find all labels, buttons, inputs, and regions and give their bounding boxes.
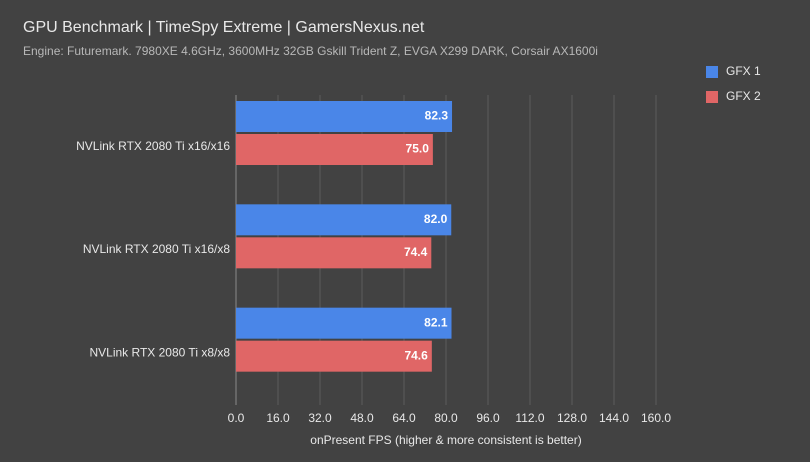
bar — [236, 134, 433, 165]
x-tick-label: 0.0 — [228, 411, 245, 425]
legend-label: GFX 2 — [726, 89, 761, 103]
bar — [236, 101, 453, 132]
bar — [236, 340, 432, 372]
category-label: NVLink RTX 2080 Ti x16/x16 — [76, 139, 230, 153]
x-tick-label: 112.0 — [515, 411, 544, 425]
x-axis-label: onPresent FPS (higher & more consistent … — [310, 433, 581, 447]
legend-swatch — [706, 91, 718, 103]
x-tick-label: 128.0 — [557, 411, 587, 425]
bar — [236, 237, 432, 269]
category-label: NVLink RTX 2080 Ti x8/x8 — [89, 346, 230, 360]
value-label: 82.0 — [424, 212, 448, 226]
x-tick-label: 48.0 — [350, 411, 374, 425]
value-label: 74.4 — [404, 245, 428, 259]
x-tick-label: 16.0 — [266, 411, 290, 425]
x-tick-label: 160.0 — [641, 411, 671, 425]
chart-title: GPU Benchmark | TimeSpy Extreme | Gamers… — [23, 19, 425, 36]
category-label: NVLink RTX 2080 Ti x16/x8 — [83, 242, 231, 256]
x-tick-label: 144.0 — [599, 411, 629, 425]
value-label: 82.3 — [425, 109, 449, 123]
x-tick-label: 96.0 — [476, 411, 500, 425]
bar — [236, 204, 452, 236]
value-label: 75.0 — [406, 142, 430, 156]
value-label: 82.1 — [424, 315, 448, 329]
bar — [236, 307, 452, 339]
legend-swatch — [706, 66, 718, 78]
chart-subtitle: Engine: Futuremark. 7980XE 4.6GHz, 3600M… — [23, 44, 598, 58]
x-tick-label: 32.0 — [308, 411, 332, 425]
x-tick-label: 80.0 — [434, 411, 458, 425]
legend-label: GFX 1 — [726, 64, 761, 78]
x-tick-label: 64.0 — [392, 411, 416, 425]
value-label: 74.6 — [404, 348, 428, 362]
